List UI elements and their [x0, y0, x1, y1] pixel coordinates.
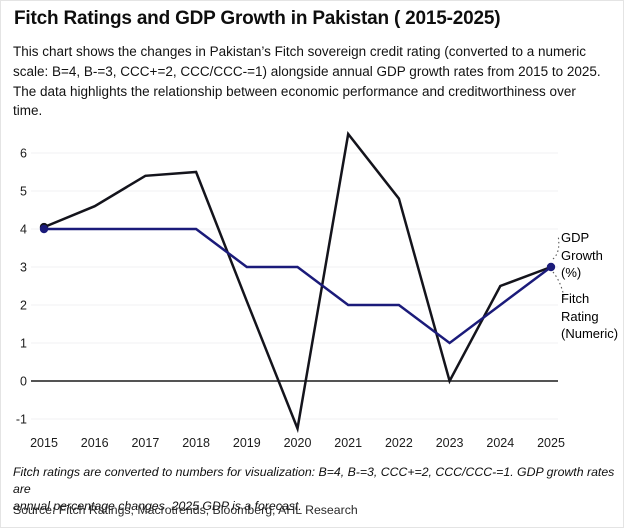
x-tick-labels: 2015 2016 2017 2018 2019 2020 2021 2022 2023 2024…: [30, 436, 565, 450]
page-title: Fitch Ratings and GDP Growth in Pakistan…: [14, 8, 501, 29]
fitch-rating-leader-line: [552, 271, 565, 298]
footnote: Fitch ratings are converted to numbers f…: [13, 465, 615, 513]
x-tick-label: 2023: [436, 436, 464, 450]
data-point-dot: [39, 224, 49, 234]
x-tick-label: 2017: [131, 436, 159, 450]
x-tick-label: 2016: [81, 436, 109, 450]
y-tick-label: 4: [20, 223, 27, 237]
x-tick-label: 2025: [537, 436, 565, 450]
chart-description: This chart shows the changes in Pakistan…: [13, 44, 601, 119]
gdp-growth-line: [43, 131, 552, 434]
x-tick-label: 2021: [334, 436, 362, 450]
y-tick-label: 6: [20, 147, 27, 161]
data-point-markers: [39, 222, 556, 272]
data-point-dot: [546, 262, 556, 272]
gdp-growth-leader-line: [552, 234, 560, 260]
y-tick-labels: 6 5 4 3 2 1 0 -1: [16, 147, 27, 427]
x-tick-label: 2024: [486, 436, 514, 450]
source-line: Source: Fitch Ratings, Macrotrends, Bloo…: [13, 503, 358, 517]
x-tick-label: 2018: [182, 436, 210, 450]
y-tick-label: 3: [20, 261, 27, 275]
x-tick-label: 2022: [385, 436, 413, 450]
y-tick-label: 2: [20, 299, 27, 313]
annotation-fitch-rating: Fitch Rating (Numeric): [561, 291, 619, 341]
x-tick-label: 2015: [30, 436, 58, 450]
x-tick-label: 2019: [233, 436, 261, 450]
y-tick-label: 0: [20, 375, 27, 389]
gridlines: [31, 152, 558, 420]
y-tick-label: -1: [16, 413, 27, 427]
y-tick-label: 1: [20, 337, 27, 351]
y-tick-label: 5: [20, 185, 27, 199]
x-tick-label: 2020: [284, 436, 312, 450]
annotation-gdp-growth: GDP Growth (%): [561, 230, 603, 280]
fitch-rating-line: [44, 227, 552, 345]
